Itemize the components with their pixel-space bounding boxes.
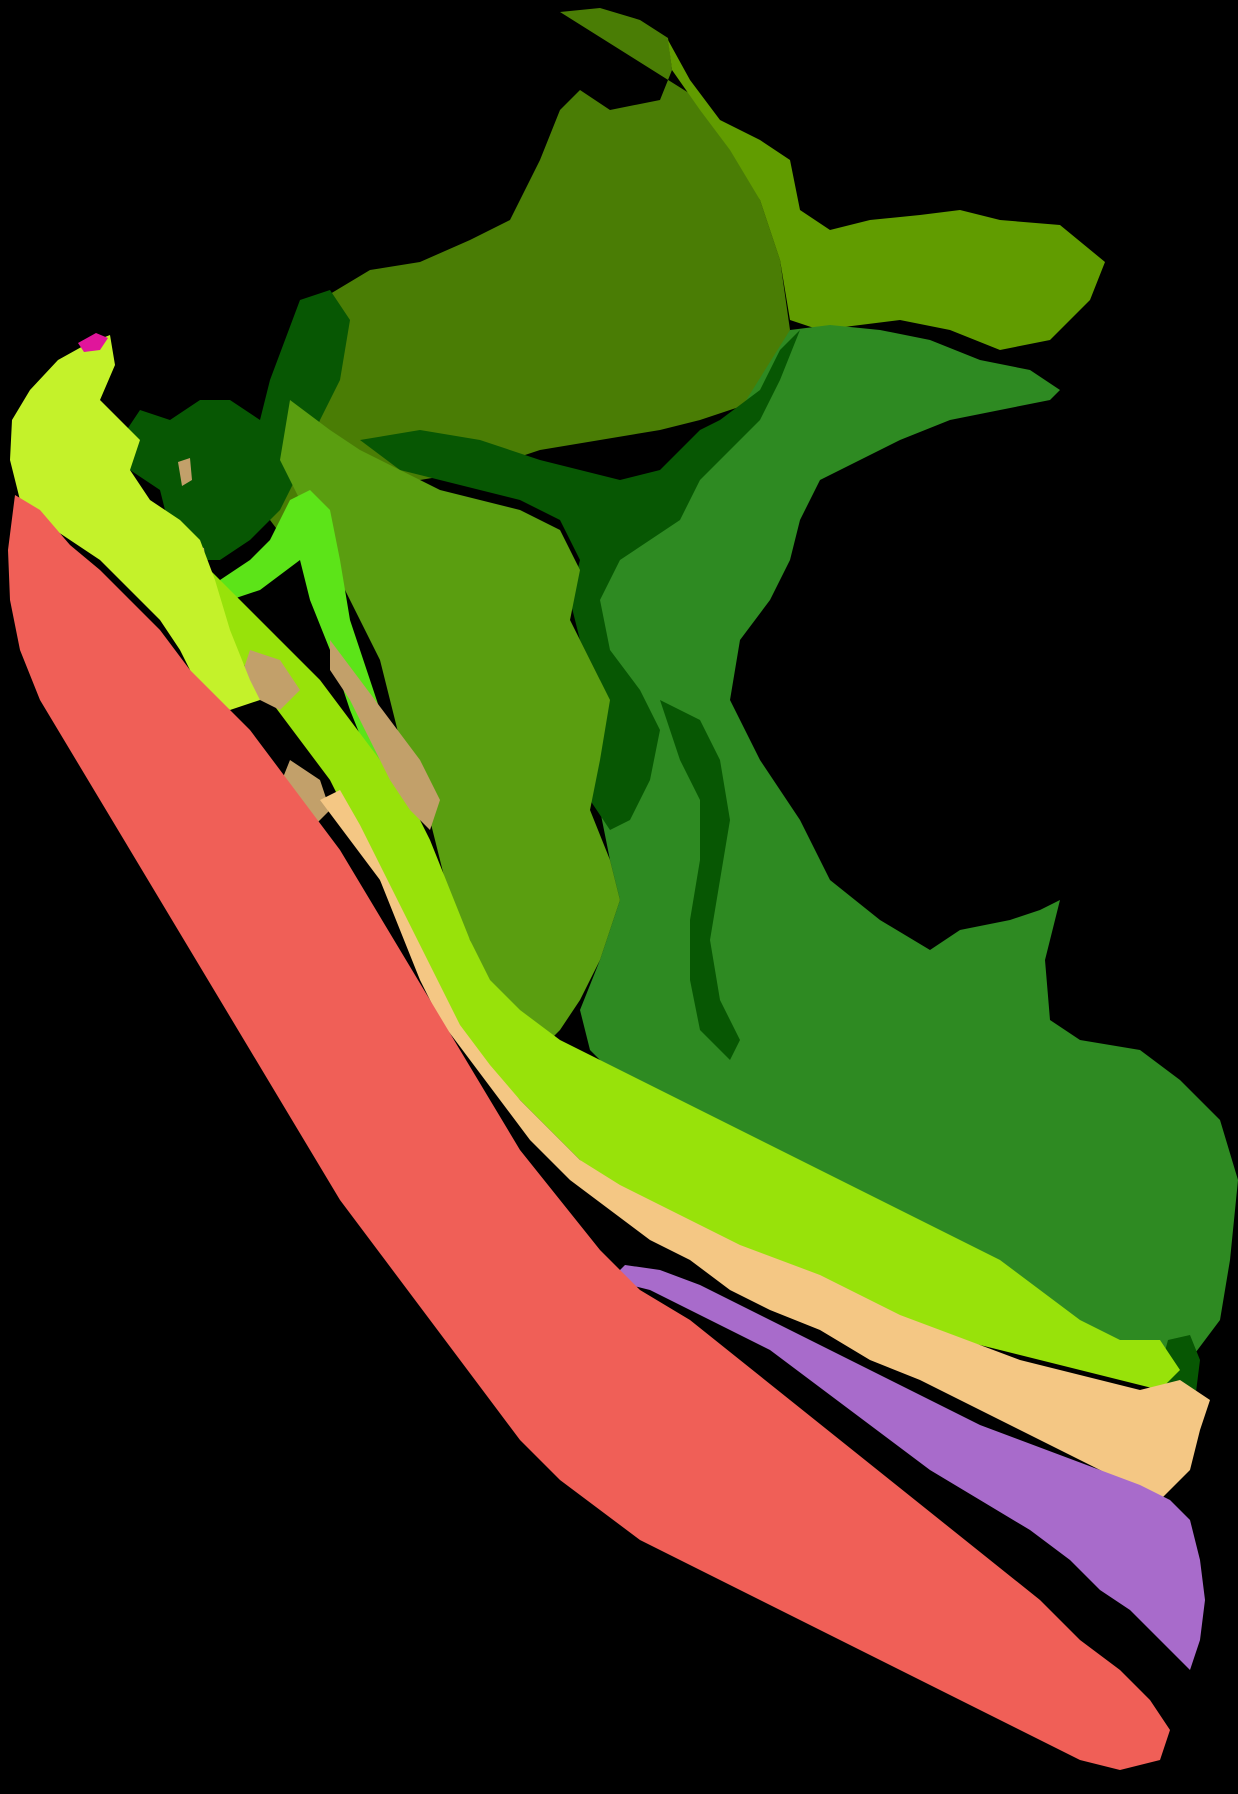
- zone-flooded-forest: [660, 700, 740, 1060]
- zone-amazon-lowland-northwest: [260, 8, 790, 560]
- zone-amazon-lowland-south: [580, 325, 1238, 1370]
- zone-flooded-forest: [360, 330, 800, 830]
- zone-puna-south: [610, 1265, 1205, 1670]
- zone-flooded-forest: [120, 290, 350, 560]
- zone-andean-slopes-west: [320, 790, 1210, 1500]
- zone-inter-andean-valleys: [330, 640, 440, 830]
- zone-amazon-lowland-northeast: [668, 40, 1105, 350]
- zone-mangrove: [78, 333, 108, 352]
- zone-dry-forest-north: [10, 335, 260, 710]
- zone-paramo-north: [220, 490, 400, 790]
- zone-coastal-desert: [8, 495, 1170, 1770]
- zone-inter-andean-valleys: [178, 458, 192, 486]
- zone-yungas: [280, 400, 620, 1050]
